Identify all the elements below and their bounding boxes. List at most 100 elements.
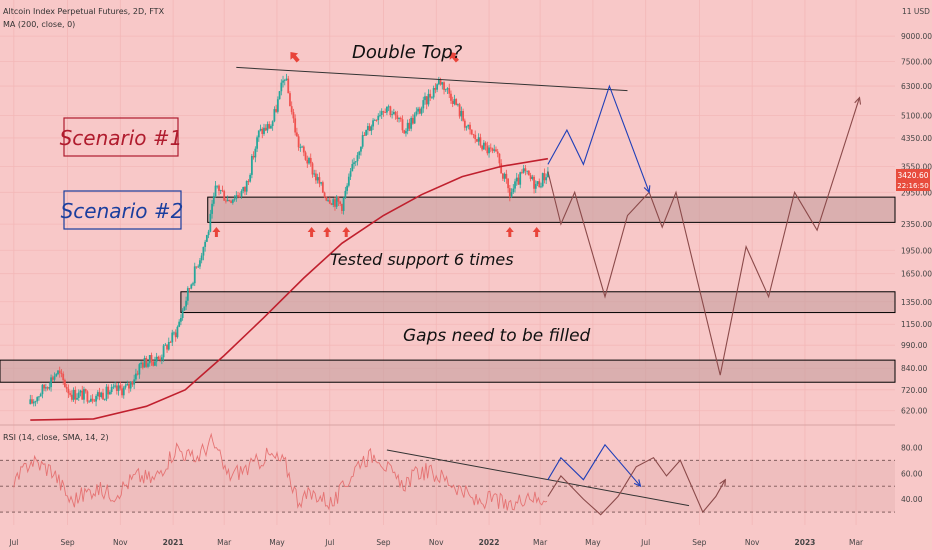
candle-body	[380, 111, 383, 115]
candle-body	[57, 370, 59, 375]
candle-body	[155, 356, 158, 362]
candle-body	[41, 384, 44, 395]
candle-body	[233, 198, 236, 200]
candle-body	[311, 163, 314, 175]
candle-body	[425, 96, 428, 105]
candle-body	[512, 188, 515, 193]
candle-body	[231, 199, 234, 203]
candle-body	[91, 398, 94, 401]
candle-body	[264, 127, 267, 131]
candle-body	[543, 173, 546, 181]
candle-body	[150, 355, 153, 362]
candle-body	[219, 190, 222, 192]
candle-body	[159, 358, 162, 360]
candle-body	[252, 156, 255, 158]
candle-body	[534, 184, 537, 189]
price-axis-tick: 840.00	[901, 364, 927, 373]
candle-body	[171, 332, 174, 343]
candle-body	[373, 119, 376, 121]
candle-body	[418, 108, 421, 114]
rsi-axis-tick: 60.00	[901, 469, 923, 478]
candle-body	[545, 177, 548, 181]
price-axis-tick: 1350.00	[901, 298, 932, 307]
candle-body	[134, 373, 137, 380]
candle-body	[212, 196, 215, 204]
rsi-scenario-1-arrowhead	[633, 479, 642, 488]
candle-body	[434, 88, 437, 90]
candle-body	[346, 185, 348, 191]
candle-body	[287, 78, 290, 94]
support-test-arrow-icon	[307, 227, 316, 237]
candle-body	[167, 342, 170, 350]
rsi-scenario-1-path	[547, 443, 641, 487]
candle-body	[38, 396, 40, 398]
scenario-1-box	[63, 117, 179, 157]
candle-body	[81, 390, 84, 400]
time-axis-tick: Mar	[217, 538, 232, 547]
candle-body	[547, 171, 549, 178]
candle-body	[474, 134, 477, 140]
candle-body	[536, 181, 539, 185]
candle-body	[403, 130, 406, 134]
candle-body	[354, 161, 357, 163]
candle-body	[115, 385, 118, 391]
candle-body	[271, 121, 274, 127]
candle-body	[221, 190, 224, 192]
candle-body	[469, 124, 471, 130]
candle-body	[514, 181, 516, 189]
candle-body	[368, 126, 371, 131]
candle-body	[53, 376, 56, 380]
candle-body	[181, 310, 184, 319]
rsi-axis-tick: 80.00	[901, 443, 923, 452]
candle-body	[186, 288, 189, 301]
double-top-arrow-icon	[290, 52, 300, 63]
candle-body	[408, 122, 411, 129]
candle-body	[462, 110, 464, 121]
tested-support-annotation: Tested support 6 times	[330, 250, 514, 269]
candle-body	[522, 168, 525, 173]
candle-body	[148, 355, 151, 364]
scenario-1-path	[547, 84, 650, 193]
candle-body	[503, 173, 506, 179]
candle-body	[162, 345, 165, 358]
candle-body	[275, 109, 278, 112]
candle-body	[207, 231, 210, 236]
candle-body	[131, 381, 134, 385]
price-axis-tick: 4350.00	[901, 134, 932, 143]
candle-body	[273, 109, 276, 122]
candle-body	[496, 151, 499, 154]
time-axis-tick: Sep	[692, 538, 706, 547]
time-axis-tick: Jul	[640, 538, 650, 547]
candle-body	[413, 114, 416, 124]
candle-body	[482, 142, 485, 150]
candle-body	[337, 196, 340, 202]
candle-body	[173, 332, 175, 334]
support-test-arrow-icon	[323, 227, 332, 237]
candle-body	[501, 173, 504, 179]
currency-label: 11 USD	[902, 7, 930, 16]
candle-body	[361, 135, 364, 147]
candle-body	[98, 392, 101, 397]
chart-title: Altcoin Index Perpetual Futures, 2D, FTX	[3, 7, 165, 16]
candle-body	[424, 96, 426, 101]
candle-body	[294, 118, 297, 133]
candle-body	[335, 196, 338, 207]
double-top-annotation: Double Top?	[352, 42, 463, 63]
candle-body	[341, 203, 343, 211]
candle-body	[202, 246, 205, 256]
candle-body	[280, 82, 283, 92]
candle-body	[58, 370, 61, 374]
candle-body	[43, 384, 46, 389]
price-axis-tick: 1650.00	[901, 270, 932, 279]
candle-body	[389, 106, 392, 115]
candle-body	[507, 178, 509, 189]
candle-body	[316, 177, 319, 181]
candle-body	[259, 128, 262, 131]
candle-body	[95, 396, 97, 402]
candle-body	[67, 388, 70, 394]
price-zones	[0, 196, 896, 383]
candle-body	[365, 130, 368, 136]
candle-body	[315, 173, 317, 181]
candle-body	[489, 147, 492, 149]
